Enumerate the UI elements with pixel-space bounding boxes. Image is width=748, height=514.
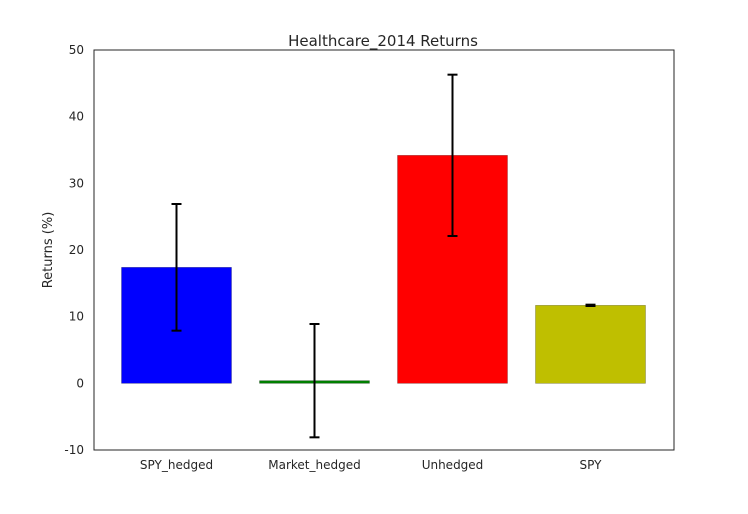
plot-frame [93,49,675,451]
x-tick-label: SPY_hedged [140,458,213,472]
bar-spy [535,305,646,384]
x-axis: SPY_hedged Market_hedged Unhedged SPY [140,458,602,472]
x-tick-label: Unhedged [422,458,484,472]
x-tick-label: SPY [580,458,603,472]
y-tick-label: -10 [64,443,84,457]
y-tick-label: 50 [69,43,84,57]
y-tick-label: 20 [69,243,84,257]
y-tick-label: 0 [76,376,84,390]
error-bar [309,323,320,439]
x-tick-label: Market_hedged [268,458,360,472]
y-axis: -10 0 10 20 30 40 50 [64,43,84,457]
error-bar [585,303,596,307]
y-tick-label: 30 [69,176,84,190]
chart-title: Healthcare_2014 Returns [288,32,478,51]
bars [121,155,646,384]
y-tick-label: 10 [69,310,84,324]
error-bars [171,73,596,439]
y-axis-label: Returns (%) [41,212,56,289]
y-tick-label: 40 [69,110,84,124]
error-bar [171,203,182,332]
error-bar [447,73,458,237]
